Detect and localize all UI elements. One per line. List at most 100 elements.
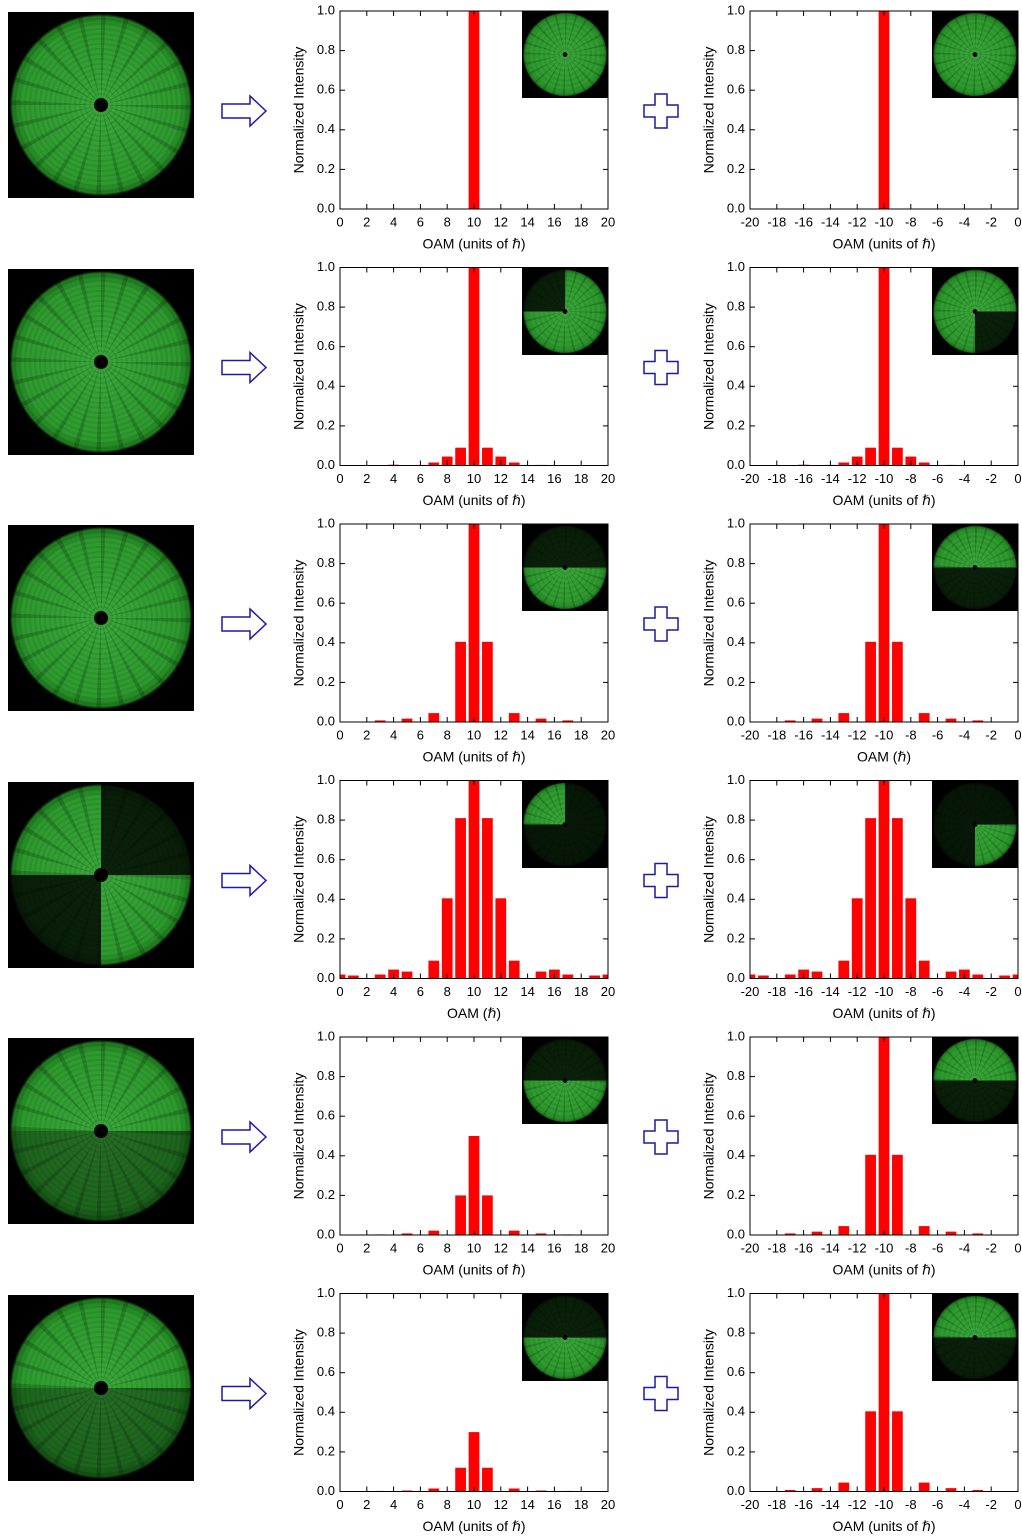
x-tick-label: 16 (547, 214, 561, 229)
bar (838, 1226, 850, 1235)
y-tick-label: 0.6 (727, 851, 745, 866)
y-tick-label: 0.8 (317, 299, 335, 314)
x-tick-label: 14 (520, 727, 534, 742)
y-axis-label: Normalized Intensity (291, 560, 307, 687)
x-tick-label: 16 (547, 1240, 561, 1255)
y-tick-label: 0.0 (317, 713, 335, 728)
chart: 0.0 0.2 0.4 0.6 0.8 1.0 0 2 4 6 8 10 12 14 16 18 20 OAM (… (291, 2, 616, 251)
x-tick-label: -2 (985, 471, 997, 486)
x-tick-label: 10 (467, 1240, 481, 1255)
bar (892, 1411, 903, 1492)
y-tick-label: 0.6 (727, 595, 745, 610)
plus (643, 606, 679, 642)
x-tick-label: 14 (520, 471, 534, 486)
x-tick-label: 14 (520, 1497, 534, 1512)
x-tick-label: -4 (959, 984, 971, 999)
x-tick-label: 6 (417, 471, 424, 486)
inset-image (522, 267, 608, 355)
y-tick-label: 0.6 (727, 338, 745, 353)
y-axis-label: Normalized Intensity (701, 47, 717, 174)
bar (602, 974, 608, 979)
x-tick-label: -10 (875, 1497, 894, 1512)
x-tick-label: 18 (574, 727, 588, 742)
x-tick-label: 2 (363, 727, 370, 742)
y-tick-label: 0.2 (727, 1443, 745, 1458)
bar (878, 267, 890, 466)
y-tick-label: 0.6 (317, 851, 335, 866)
bar (1012, 974, 1018, 979)
y-tick-label: 0.0 (727, 200, 745, 215)
bar (348, 975, 359, 979)
x-tick-label: 0 (336, 1240, 343, 1255)
x-tick-label: -16 (794, 984, 813, 999)
x-tick-label: -10 (875, 214, 894, 229)
bar (758, 975, 769, 979)
bar (401, 1233, 413, 1235)
x-tick-label: -2 (985, 727, 997, 742)
bar (972, 1233, 984, 1235)
bars (340, 1432, 608, 1492)
chart: 0.00.20.40.60.81.0-20 -18 -16 -14 -12 -10 -8 -6… (701, 515, 1022, 764)
arrow (221, 1376, 268, 1411)
inset-image (522, 11, 608, 98)
bar (508, 713, 520, 722)
y-tick-label: 0.8 (317, 555, 335, 570)
x-tick-label: 6 (417, 1497, 424, 1512)
x-tick-label: 14 (520, 1240, 534, 1255)
bar (374, 720, 386, 722)
x-tick-label: 4 (390, 1240, 397, 1255)
y-tick-label: 0.0 (727, 713, 745, 728)
x-tick-label: -12 (848, 471, 867, 486)
x-tick-label: -12 (848, 984, 867, 999)
x-tick-label: 4 (390, 984, 397, 999)
y-tick-label: 0.4 (727, 378, 745, 393)
x-tick-label: -18 (767, 214, 786, 229)
x-tick-label: -14 (821, 1240, 840, 1255)
x-axis-label: OAM (units of ℏ) (832, 1005, 935, 1021)
y-tick-label: 0.6 (317, 1364, 335, 1379)
y-tick-label: 0.4 (317, 1147, 335, 1162)
bar (428, 1488, 440, 1492)
bar (455, 1467, 466, 1492)
y-tick-label: 0.8 (727, 299, 745, 314)
bar (468, 267, 480, 466)
bar (455, 1195, 466, 1235)
y-axis-label: Normalized Intensity (701, 560, 717, 687)
y-tick-label: 0.2 (727, 161, 745, 176)
bar (508, 1488, 520, 1492)
y-tick-label: 0.8 (727, 555, 745, 570)
x-tick-label: 2 (363, 214, 370, 229)
x-tick-label: 20 (601, 1497, 615, 1512)
bar (468, 11, 480, 209)
bar (468, 1136, 480, 1235)
bar (892, 818, 903, 979)
y-tick-label: 0.6 (317, 82, 335, 97)
x-tick-label: 12 (494, 214, 508, 229)
x-axis-label: OAM (units of ℏ) (422, 749, 525, 765)
x-axis-label: OAM (units of ℏ) (832, 492, 935, 508)
bar (455, 447, 466, 466)
x-axis-label: OAM (ℏ) (857, 749, 911, 765)
beam-image (8, 781, 194, 968)
x-tick-label: -6 (932, 727, 944, 742)
bar (905, 898, 917, 979)
bar (999, 975, 1010, 979)
bar (918, 462, 930, 466)
plus (643, 349, 679, 386)
bar (441, 898, 453, 979)
y-tick-label: 0.4 (317, 891, 335, 906)
x-tick-label: -12 (848, 727, 867, 742)
x-tick-label: 6 (417, 984, 424, 999)
y-tick-label: 1.0 (317, 2, 335, 17)
bar (784, 1489, 796, 1492)
x-tick-label: 20 (601, 471, 615, 486)
x-tick-label: 8 (444, 471, 451, 486)
x-tick-label: -2 (985, 984, 997, 999)
bar (945, 1488, 957, 1492)
bar (455, 818, 466, 979)
x-tick-label: 18 (574, 471, 588, 486)
y-tick-label: 0.2 (317, 417, 335, 432)
x-tick-label: 2 (363, 984, 370, 999)
x-tick-label: 12 (494, 1497, 508, 1512)
x-tick-label: 2 (363, 1240, 370, 1255)
